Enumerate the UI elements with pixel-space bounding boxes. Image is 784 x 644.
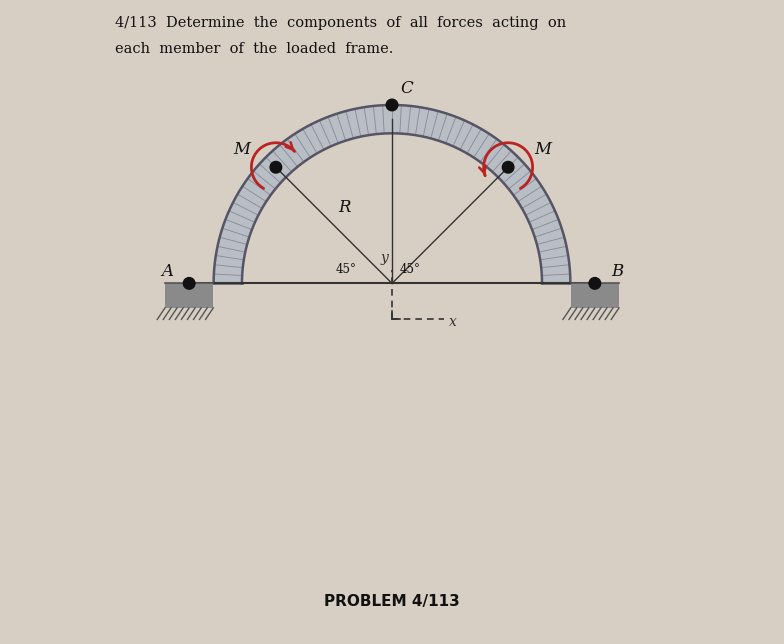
Text: 45°: 45° (400, 263, 420, 276)
Text: 4/113  Determine  the  components  of  all  forces  acting  on: 4/113 Determine the components of all fo… (115, 16, 566, 30)
Circle shape (503, 162, 514, 173)
Circle shape (270, 162, 281, 173)
Polygon shape (213, 105, 571, 283)
Text: R: R (338, 199, 350, 216)
FancyBboxPatch shape (165, 283, 213, 308)
Circle shape (183, 278, 195, 289)
Text: B: B (611, 263, 623, 280)
Text: 45°: 45° (336, 263, 357, 276)
Circle shape (589, 278, 601, 289)
FancyBboxPatch shape (571, 283, 619, 308)
Text: A: A (161, 263, 173, 280)
Circle shape (387, 99, 397, 111)
Text: C: C (401, 80, 413, 97)
Text: each  member  of  the  loaded  frame.: each member of the loaded frame. (115, 42, 394, 56)
Text: M: M (233, 140, 250, 158)
Text: x: x (448, 315, 456, 329)
Text: M: M (534, 140, 551, 158)
Text: PROBLEM 4/113: PROBLEM 4/113 (324, 594, 460, 609)
Text: y: y (380, 251, 388, 265)
